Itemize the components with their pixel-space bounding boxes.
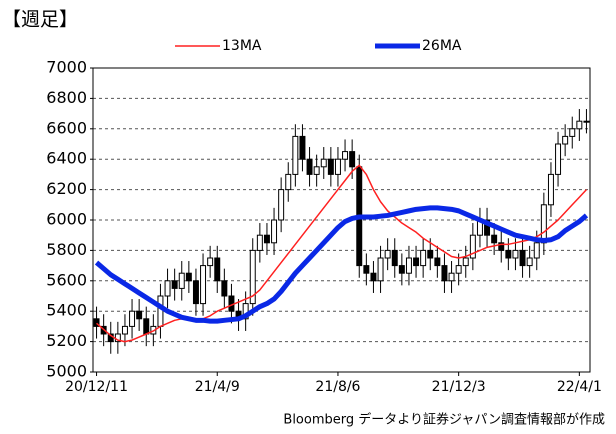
candle-body	[313, 166, 320, 175]
candle-body	[299, 135, 306, 160]
candle-body	[583, 120, 590, 123]
candle-body	[455, 265, 462, 274]
candle-body	[505, 249, 512, 259]
candle-body	[491, 234, 498, 244]
y-tick-label: 6400	[46, 149, 87, 168]
candle-body	[334, 158, 341, 175]
candle-body	[136, 310, 143, 320]
candle-body	[540, 204, 547, 244]
candle-body	[469, 234, 476, 259]
candle-body	[462, 257, 469, 267]
candle-body	[263, 234, 270, 244]
y-tick-label: 5000	[46, 362, 87, 381]
candle-body	[405, 257, 412, 274]
candle-body	[214, 257, 221, 282]
candle-body	[207, 257, 214, 267]
y-tick-label: 5400	[46, 301, 87, 320]
candle-body	[398, 265, 405, 274]
candle-body	[434, 257, 441, 267]
candle-body	[427, 249, 434, 259]
candle-body	[221, 280, 228, 297]
candle-body	[370, 272, 377, 282]
candle-body	[129, 310, 136, 327]
y-tick-label: 6000	[46, 210, 87, 229]
candle-body	[121, 325, 128, 335]
candle-body	[512, 249, 519, 259]
legend-label: 13MA	[222, 38, 262, 54]
x-tick-label: 21/8/6	[315, 379, 360, 395]
y-tick-label: 5800	[46, 240, 87, 259]
x-tick-label: 22/4/1	[557, 379, 602, 395]
candle-body	[569, 128, 576, 137]
y-tick-label: 6600	[46, 118, 87, 137]
candle-body	[178, 272, 185, 289]
candle-body	[171, 280, 178, 289]
candle-body	[413, 257, 420, 267]
candle-body	[448, 272, 455, 282]
y-tick-label: 5600	[46, 270, 87, 289]
candle-body	[342, 151, 349, 160]
candle-body	[164, 280, 171, 297]
candle-body	[384, 249, 391, 259]
candle-body	[185, 272, 192, 282]
y-tick-label: 6200	[46, 179, 87, 198]
candle-body	[320, 158, 327, 168]
candle-body	[256, 234, 263, 251]
candle-body	[533, 242, 540, 259]
candle-body	[547, 173, 554, 206]
candle-body	[249, 249, 256, 305]
candle-body	[441, 265, 448, 282]
y-tick-label: 5200	[46, 331, 87, 350]
candle-body	[555, 143, 562, 175]
candle-body	[192, 280, 199, 305]
candle-body	[200, 265, 207, 305]
y-tick-label: 6800	[46, 88, 87, 107]
candle-body	[391, 249, 398, 267]
legend-label: 26MA	[422, 38, 462, 54]
ma-line	[94, 205, 589, 324]
chart-title: 【週足】	[2, 9, 78, 31]
x-tick-label: 21/4/9	[195, 379, 240, 395]
candle-body	[498, 242, 505, 251]
candle-body	[420, 249, 427, 267]
candle-body	[363, 265, 370, 274]
candle-body	[278, 189, 285, 221]
candle-body	[306, 158, 313, 175]
candle-body	[292, 135, 299, 175]
candle-body	[271, 219, 278, 244]
x-tick-label: 20/12/11	[65, 379, 128, 395]
candle-body	[526, 257, 533, 267]
plot-frame	[92, 67, 591, 373]
candle-body	[484, 219, 491, 236]
candle-body	[285, 173, 292, 191]
candle-body	[143, 318, 150, 335]
ma-line	[96, 164, 587, 343]
candle-body	[93, 318, 100, 327]
candle-body	[377, 257, 384, 282]
y-tick-label: 7000	[46, 58, 87, 77]
candle-body	[157, 295, 164, 327]
candle-body	[562, 135, 569, 145]
candle-body	[349, 151, 356, 168]
candle-body	[519, 249, 526, 267]
x-tick-label: 21/12/3	[432, 379, 486, 395]
source-note: Bloomberg データより証券ジャパン調査情報部が作成	[283, 412, 605, 428]
candle-body	[576, 120, 583, 130]
candle-body	[327, 158, 334, 175]
